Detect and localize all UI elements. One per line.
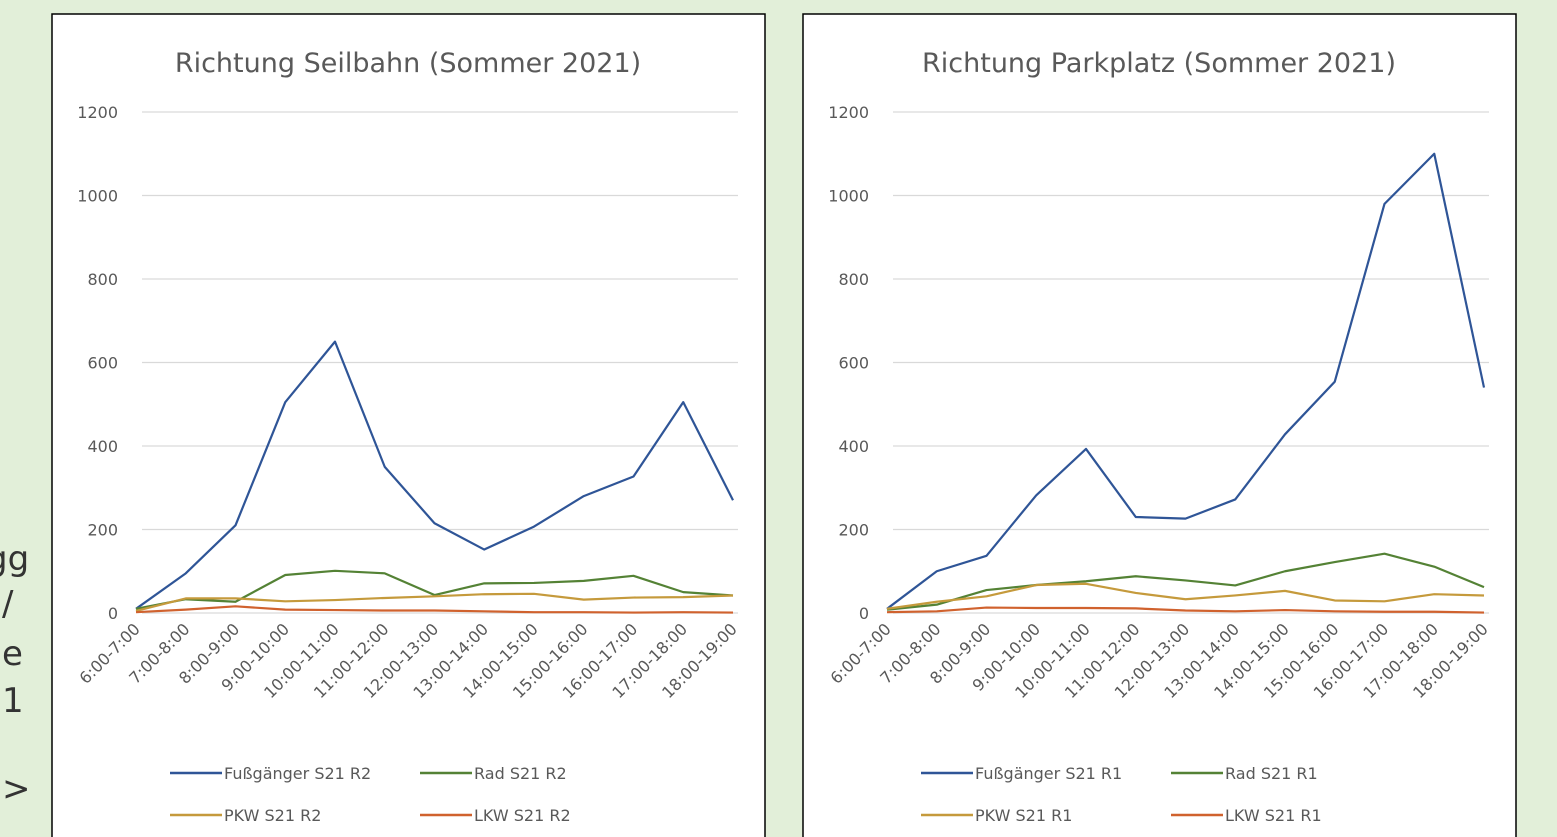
y-tick-label: 400	[838, 437, 869, 456]
series-line	[886, 552, 1485, 611]
series-line	[886, 606, 1485, 614]
y-tick-label: 1000	[77, 187, 118, 206]
chart-title: Richtung Seilbahn (Sommer 2021)	[175, 48, 641, 79]
y-tick-label: 0	[859, 604, 869, 623]
y-tick-label: 1200	[77, 103, 118, 122]
y-tick-label: 200	[838, 521, 869, 540]
y-tick-label: 800	[838, 270, 869, 289]
side-text: e	[2, 634, 23, 674]
series-line	[135, 592, 734, 612]
legend-label: Rad S21 R2	[474, 764, 567, 783]
side-text: /	[2, 584, 14, 624]
legend-label: PKW S21 R1	[975, 806, 1072, 825]
chart-title: Richtung Parkplatz (Sommer 2021)	[922, 48, 1396, 79]
series-line	[135, 605, 734, 614]
legend-label: PKW S21 R2	[224, 806, 321, 825]
side-text: >	[2, 769, 31, 809]
y-tick-label: 1000	[828, 187, 869, 206]
legend-label: Fußgänger S21 R2	[224, 764, 371, 783]
side-text: gg	[0, 539, 29, 579]
series-line	[886, 582, 1485, 610]
legend-label: Fußgänger S21 R1	[975, 764, 1122, 783]
legend-label: Rad S21 R1	[1225, 764, 1318, 783]
y-tick-label: 1200	[828, 103, 869, 122]
y-tick-label: 0	[108, 604, 118, 623]
side-text: 1	[2, 681, 24, 721]
series-line	[135, 569, 734, 610]
y-tick-label: 200	[87, 521, 118, 540]
chart-panel	[51, 13, 766, 837]
legend-label: LKW S21 R1	[1225, 806, 1322, 825]
series-line	[135, 340, 734, 610]
y-tick-label: 600	[87, 354, 118, 373]
chart: Richtung Parkplatz (Sommer 2021) 0 200 400 6…	[802, 13, 1517, 837]
series-line	[886, 152, 1486, 610]
y-tick-label: 800	[87, 270, 118, 289]
y-tick-label: 400	[87, 437, 118, 456]
chart: Richtung Seilbahn (Sommer 2021) 0 200 400 60…	[51, 13, 766, 837]
legend-label: LKW S21 R2	[474, 806, 571, 825]
chart-panel	[802, 13, 1517, 837]
y-tick-label: 600	[838, 354, 869, 373]
